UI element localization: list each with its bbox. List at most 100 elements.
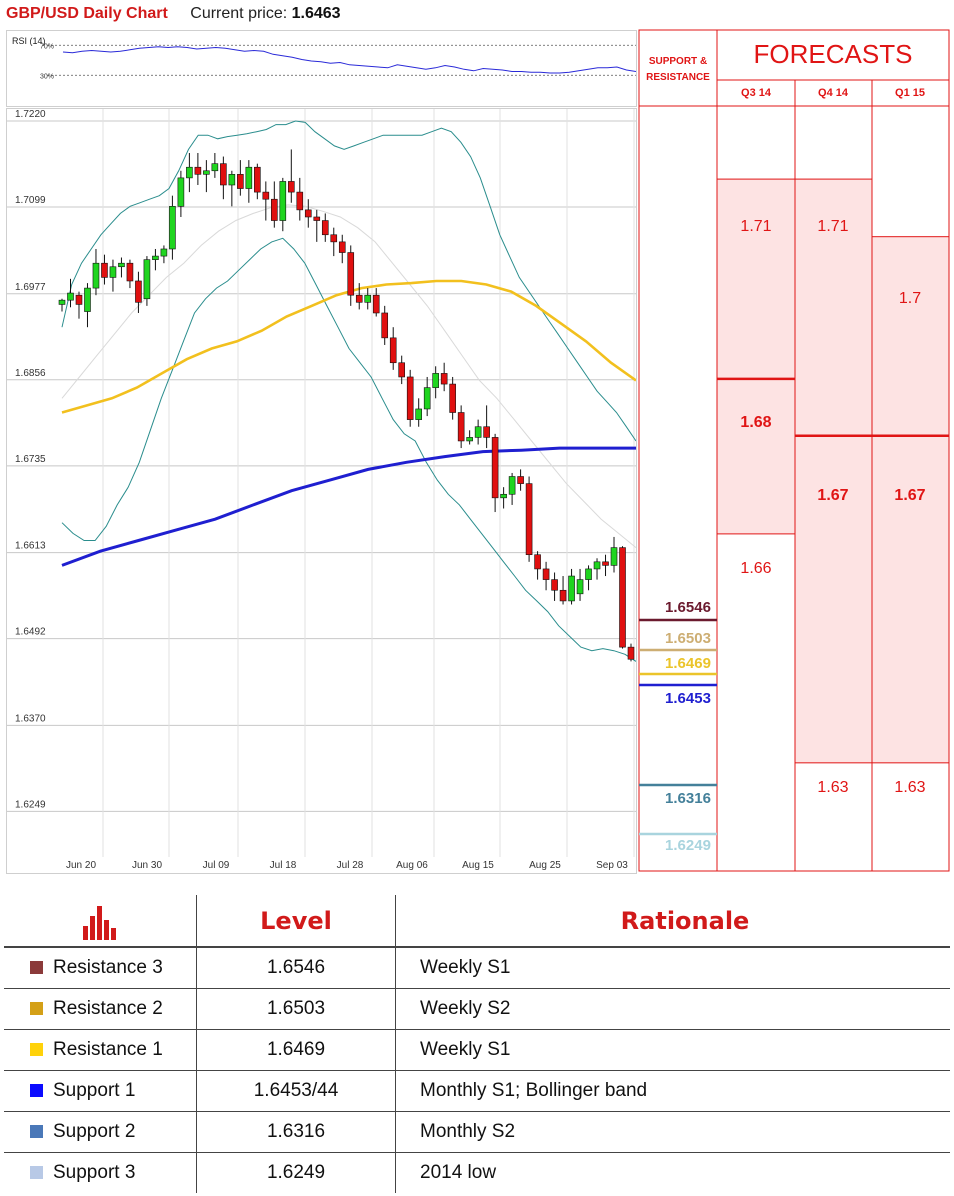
bollinger-lower-line <box>61 237 636 662</box>
candle-body <box>330 234 338 243</box>
forecast-panel: SUPPORT & RESISTANCE FORECASTS Q3 14 Q4 14 Q1… <box>638 29 950 872</box>
candle-body <box>177 177 185 207</box>
candle-body <box>372 294 380 314</box>
x-tick-label: Aug 06 <box>396 860 428 871</box>
sr-header-line2: RESISTANCE <box>646 72 710 83</box>
row-rationale: Monthly S2 <box>395 1111 950 1153</box>
row-label: Support 2 <box>53 1121 136 1142</box>
candle-body <box>109 266 117 278</box>
level-header: Level <box>196 895 396 948</box>
forecast-range-q4 <box>794 178 873 764</box>
candle-body <box>160 248 168 257</box>
candle-body <box>627 646 635 660</box>
row-rationale: Weekly S1 <box>395 946 950 989</box>
candle-body <box>440 373 448 385</box>
candle-body <box>449 383 456 413</box>
candle-body <box>220 163 227 186</box>
forecast-q4-low: 1.63 <box>817 779 848 796</box>
rsi-level-label: 70% <box>40 43 54 50</box>
legend-swatch <box>30 1002 43 1015</box>
candle-body <box>585 568 592 580</box>
table-row: Resistance 3 1.6546 Weekly S1 <box>4 946 950 989</box>
row-name: Support 1 <box>4 1070 197 1112</box>
forecast-q1-low: 1.63 <box>894 779 925 796</box>
candle-body <box>491 437 499 499</box>
candle-body <box>610 547 618 566</box>
candle-body <box>101 262 108 278</box>
table-row: Resistance 2 1.6503 Weekly S2 <box>4 988 950 1030</box>
price-chart: 1.7220 1.7099 1.6977 1.6856 1.6735 1.6613 1.64… <box>6 108 637 874</box>
table-icon-cell <box>4 895 197 948</box>
levels-table: Level Rationale Resistance 3 1.6546 Weekly… <box>4 895 950 1193</box>
candle-body <box>279 181 287 221</box>
candle-body <box>118 262 125 268</box>
candle-body <box>194 166 202 175</box>
rsi-line <box>62 46 636 74</box>
candle-body <box>237 174 244 189</box>
candle-body <box>254 166 261 193</box>
legend-swatch <box>30 1084 43 1097</box>
candle-body <box>75 294 83 305</box>
candle-body <box>474 426 482 438</box>
forecast-q4-mid: 1.67 <box>817 487 848 504</box>
candle-body <box>415 408 422 420</box>
candle-body <box>313 216 321 221</box>
candle-body <box>432 373 439 388</box>
candle-body <box>593 561 601 570</box>
candle-body <box>364 294 372 303</box>
row-rationale: Weekly S1 <box>395 1029 950 1071</box>
candle-body <box>389 337 397 364</box>
row-label: Resistance 2 <box>53 998 163 1019</box>
y-tick-label: 1.6735 <box>15 454 46 465</box>
x-tick-label: Jul 09 <box>203 860 230 871</box>
row-level: 1.6249 <box>196 1152 396 1193</box>
y-tick-label: 1.6370 <box>15 713 46 724</box>
row-label: Support 3 <box>53 1162 136 1183</box>
row-level: 1.6453/44 <box>196 1070 396 1112</box>
candle-body <box>525 483 533 556</box>
y-tick-label: 1.6613 <box>15 541 46 552</box>
candle-body <box>296 191 304 211</box>
candle-body <box>559 589 567 602</box>
legend-swatch <box>30 1125 43 1138</box>
rsi-level-label: 30% <box>40 73 54 80</box>
y-tick-label: 1.6249 <box>15 799 46 810</box>
candle-body <box>381 312 389 339</box>
candle-body <box>534 554 541 570</box>
candle-body <box>423 387 431 410</box>
y-tick-label: 1.6856 <box>15 368 46 379</box>
forecast-q3-low: 1.66 <box>740 560 771 577</box>
candle-body <box>602 561 609 566</box>
chart-header: GBP/USD Daily Chart Current price: 1.646… <box>6 4 341 24</box>
y-tick-label: 1.7220 <box>15 109 46 120</box>
rationale-header: Rationale <box>395 895 950 948</box>
candle-body <box>84 287 91 312</box>
table-row: Support 2 1.6316 Monthly S2 <box>4 1111 950 1153</box>
candle-body <box>508 476 516 495</box>
candle-body <box>466 437 473 442</box>
candle-body <box>271 198 278 221</box>
candle-body <box>126 262 134 282</box>
row-name: Support 2 <box>4 1111 197 1153</box>
candle-body <box>619 547 626 648</box>
forecast-q1-high: 1.7 <box>899 290 921 307</box>
current-price-value: 1.6463 <box>291 5 341 22</box>
candle-body <box>542 568 550 580</box>
current-price-label: Current price: <box>190 5 288 22</box>
x-tick-label: Sep 03 <box>596 860 628 871</box>
row-level: 1.6316 <box>196 1111 396 1153</box>
row-rationale: Weekly S2 <box>395 988 950 1030</box>
y-tick-label: 1.6492 <box>15 627 46 638</box>
x-tick-label: Aug 25 <box>529 860 561 871</box>
table-row: Support 3 1.6249 2014 low <box>4 1152 950 1193</box>
sr-level-label: 1.6316 <box>665 790 711 807</box>
candle-body <box>568 575 575 602</box>
candle-body <box>203 170 210 175</box>
forecast-range-q1 <box>871 236 950 764</box>
x-tick-label: Jun 30 <box>132 860 162 871</box>
candle-body <box>169 206 176 250</box>
forecast-column-header: Q4 14 <box>818 87 849 99</box>
table-row: Resistance 1 1.6469 Weekly S1 <box>4 1029 950 1071</box>
sr-level-label: 1.6503 <box>665 630 711 647</box>
candle-body <box>135 280 142 303</box>
